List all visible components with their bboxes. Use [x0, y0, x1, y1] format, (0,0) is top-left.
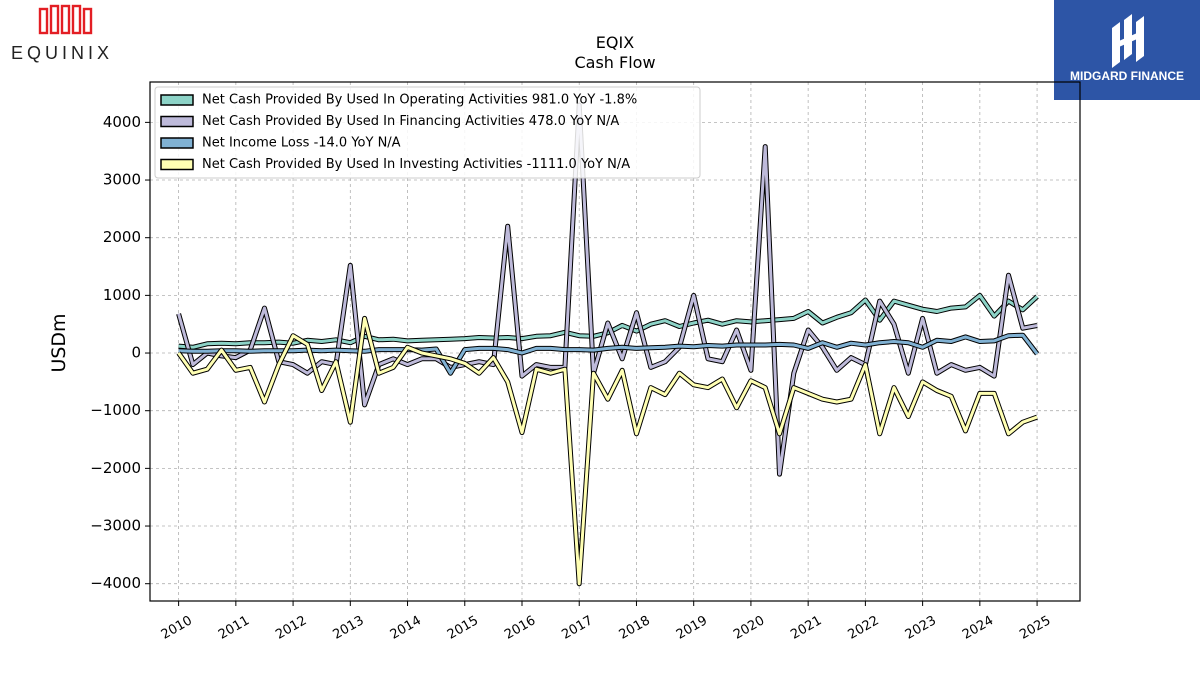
series-line: [177, 103, 1038, 476]
x-tick-label: 2024: [960, 613, 996, 643]
legend-swatch: [160, 115, 194, 128]
series-1: [178, 292, 1039, 350]
y-tick-label: 1000: [103, 286, 141, 304]
legend-label: Net Cash Provided By Used In Operating A…: [202, 93, 637, 108]
legend-swatch: [160, 137, 194, 149]
x-tick-label: 2023: [903, 613, 939, 643]
plot-frame: [149, 81, 1081, 602]
x-tick-label: 2011: [216, 613, 252, 643]
y-tick-label: 0: [131, 344, 141, 362]
y-tick-label: 4000: [103, 113, 141, 131]
series-line: [177, 316, 1038, 586]
x-tick-label: 2017: [559, 613, 595, 643]
legend-label: Net Cash Provided By Used In Financing A…: [202, 114, 619, 129]
x-tick-label: 2015: [445, 613, 481, 643]
series-line: [178, 333, 1039, 375]
legend-label: Net Cash Provided By Used In Investing A…: [202, 157, 630, 172]
x-tick-label: 2013: [330, 613, 366, 643]
y-tick-label: 2000: [103, 228, 141, 246]
chart-subtitle: Cash Flow: [574, 53, 655, 72]
midgard-finance-logo-mark: MIDGARD FINANCE: [1070, 14, 1184, 83]
x-axis-ticks: 2010 2011 2012 2013 2014 2015 2016 2017 2018 2019…: [159, 601, 1053, 643]
legend-swatch: [160, 94, 194, 106]
series-line: [178, 293, 1039, 349]
x-tick-label: 2016: [502, 613, 538, 643]
x-tick-label: 2021: [788, 613, 824, 643]
series-line-outline: [176, 315, 1038, 587]
y-axis-ticks: −4000 −3000 −2000 −1000 0 1000 2000 3000 4000: [90, 113, 150, 592]
chart-title: EQIX: [596, 33, 634, 52]
y-tick-label: 3000: [103, 171, 141, 189]
x-tick-label: 2020: [731, 613, 767, 643]
y-tick-label: −4000: [90, 574, 141, 592]
x-tick-label: 2012: [273, 613, 309, 643]
legend: Net Cash Provided By Used In Operating A…: [154, 86, 701, 179]
equinix-logo: EQUINIX: [0, 0, 130, 70]
legend-box: [154, 86, 701, 179]
y-tick-label: −2000: [90, 459, 141, 477]
x-tick-label: 2010: [159, 613, 195, 643]
legend-label: Net Income Loss -14.0 YoY N/A: [202, 136, 401, 151]
series-3: [178, 332, 1040, 376]
series-lines: [176, 102, 1040, 587]
x-tick-label: 2025: [1017, 613, 1053, 643]
x-tick-label: 2022: [846, 613, 882, 643]
x-tick-label: 2014: [388, 613, 424, 643]
y-tick-label: −1000: [90, 401, 141, 419]
y-tick-label: −3000: [90, 517, 141, 535]
midgard-wordmark: MIDGARD FINANCE: [1070, 69, 1184, 83]
equinix-wordmark: EQUINIX: [11, 43, 113, 63]
equinix-logo-mark: EQUINIX: [11, 4, 113, 63]
x-tick-label: 2018: [617, 613, 653, 643]
y-axis-label: USDm: [48, 313, 70, 372]
series-4: [176, 315, 1038, 587]
x-tick-label: 2019: [674, 613, 710, 643]
midgard-finance-logo: MIDGARD FINANCE: [1054, 0, 1200, 100]
series-2: [176, 102, 1038, 477]
legend-swatch: [160, 158, 194, 171]
